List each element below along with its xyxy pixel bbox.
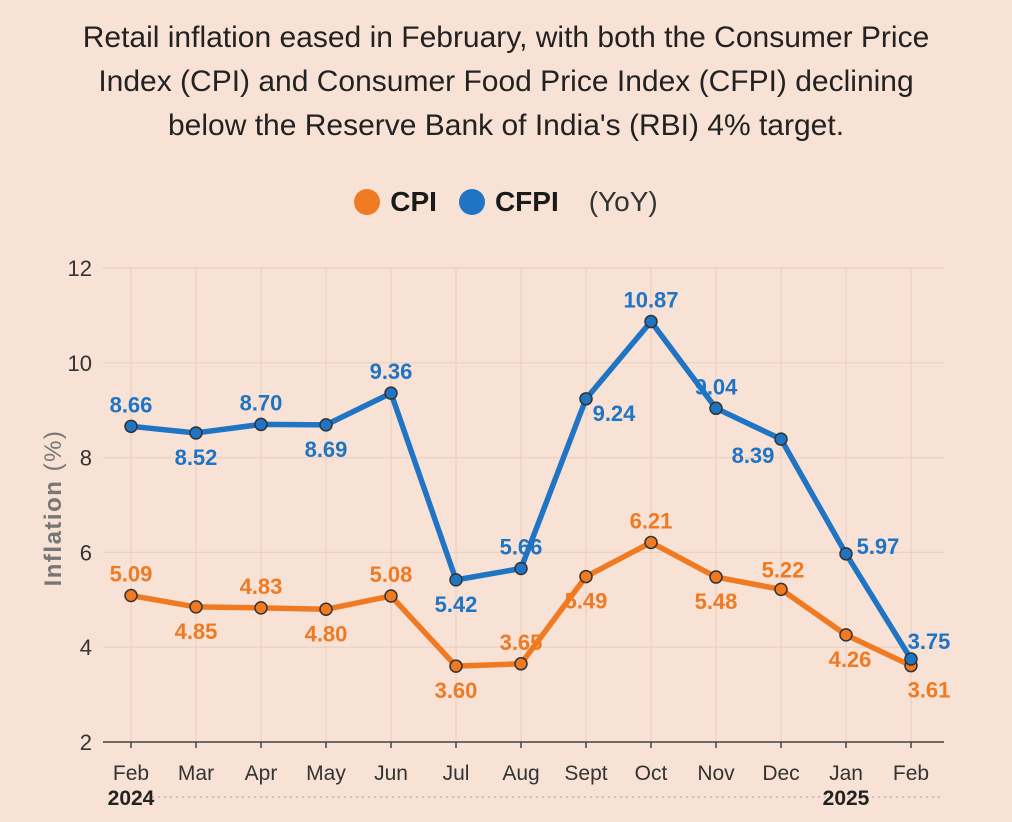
legend-cpi-swatch	[354, 189, 381, 215]
data-label-cpi: 3.60	[435, 678, 478, 703]
data-label-cfpi: 8.52	[175, 445, 218, 470]
data-label-cfpi: 5.97	[857, 534, 900, 559]
data-label-cpi: 4.26	[829, 647, 872, 672]
data-point-cfpi	[904, 652, 918, 666]
legend: CPI CFPI (YoY)	[0, 186, 1012, 218]
data-point-cpi	[449, 659, 463, 673]
x-tick-label: Jun	[374, 762, 408, 785]
y-tick-label: 2	[80, 730, 92, 755]
data-label-cfpi: 5.42	[435, 592, 478, 617]
data-point-cfpi	[774, 432, 788, 446]
data-point-cpi	[514, 657, 528, 671]
y-axis-title-unit: (%)	[40, 430, 67, 472]
year-label: 2025	[823, 787, 870, 810]
title-line-3: below the Reserve Bank of India's (RBI) …	[167, 109, 845, 142]
data-label-cpi: 3.65	[500, 630, 543, 655]
data-label-cpi: 4.80	[305, 621, 348, 646]
data-label-cpi: 5.09	[110, 562, 153, 587]
data-label-cfpi: 8.39	[732, 443, 775, 468]
title-line-2: Index (CPI) and Consumer Food Price Inde…	[98, 65, 914, 98]
data-label-cfpi: 5.66	[500, 535, 543, 560]
data-label-cpi: 5.49	[565, 589, 608, 614]
data-point-cfpi	[514, 561, 528, 576]
data-point-cpi	[579, 569, 593, 584]
data-point-cpi	[254, 601, 268, 615]
data-point-cpi	[384, 589, 398, 603]
x-tick-label: Mar	[178, 762, 214, 785]
year-label: 2024	[108, 787, 155, 810]
data-label-cpi: 5.22	[762, 557, 805, 582]
data-label-cpi: 4.83	[240, 574, 283, 599]
data-label-cfpi: 8.70	[240, 390, 283, 415]
x-tick-label: Feb	[893, 762, 929, 785]
x-tick-label: Oct	[635, 762, 668, 785]
data-point-cfpi	[579, 392, 593, 406]
data-point-cfpi	[644, 314, 658, 329]
legend-cfpi-label: CFPI	[494, 186, 559, 217]
y-tick-label: 12	[68, 256, 92, 281]
data-point-cfpi	[254, 417, 268, 432]
chart-title: Retail inflation eased in February, with…	[0, 16, 1012, 148]
legend-yoy-note: (YoY)	[588, 186, 658, 217]
y-tick-label: 10	[68, 351, 92, 376]
legend-cfpi-swatch	[458, 189, 485, 215]
data-point-cpi	[709, 570, 723, 584]
data-point-cpi	[319, 602, 333, 617]
data-label-cpi: 4.85	[175, 619, 218, 644]
data-label-cfpi: 10.87	[623, 288, 678, 313]
x-tick-label: Dec	[762, 762, 799, 785]
data-point-cfpi	[319, 418, 333, 432]
title-line-1: Retail inflation eased in February, with…	[82, 21, 930, 54]
data-label-cfpi: 9.04	[695, 374, 739, 399]
data-point-cpi	[644, 535, 658, 550]
data-label-cfpi: 8.66	[110, 392, 153, 417]
y-axis-title: Inflation (%)	[40, 430, 67, 587]
y-tick-label: 8	[80, 446, 92, 471]
data-label-cpi: 6.21	[630, 508, 673, 533]
legend-cpi-label: CPI	[390, 186, 437, 217]
data-label-cfpi: 8.69	[305, 437, 348, 462]
data-label-cpi: 3.61	[908, 678, 951, 703]
y-tick-label: 4	[80, 635, 92, 660]
data-label-cpi: 5.08	[370, 562, 413, 587]
data-label-cpi: 5.48	[695, 589, 738, 614]
data-point-cfpi	[384, 386, 398, 400]
data-label-cfpi: 3.75	[908, 629, 951, 654]
data-point-cfpi	[709, 401, 723, 416]
y-tick-label: 6	[80, 540, 92, 565]
x-tick-label: Feb	[113, 762, 149, 785]
data-point-cpi	[774, 582, 788, 597]
x-tick-label: May	[306, 762, 346, 785]
data-point-cfpi	[189, 426, 203, 440]
y-axis-title-text: Inflation	[40, 471, 67, 586]
x-tick-label: Jul	[443, 762, 470, 785]
data-label-cfpi: 9.36	[370, 359, 413, 384]
data-point-cfpi	[449, 573, 463, 587]
data-point-cfpi	[839, 547, 853, 561]
data-point-cpi	[124, 588, 138, 603]
x-tick-label: Sept	[564, 762, 607, 785]
x-tick-label: Nov	[697, 762, 735, 785]
x-tick-label: Aug	[502, 762, 539, 785]
data-point-cfpi	[124, 419, 138, 434]
data-label-cfpi: 9.24	[593, 401, 637, 426]
data-point-cpi	[839, 628, 853, 642]
x-tick-label: Jan	[829, 762, 863, 785]
data-point-cpi	[189, 600, 203, 614]
x-tick-label: Apr	[245, 762, 278, 785]
